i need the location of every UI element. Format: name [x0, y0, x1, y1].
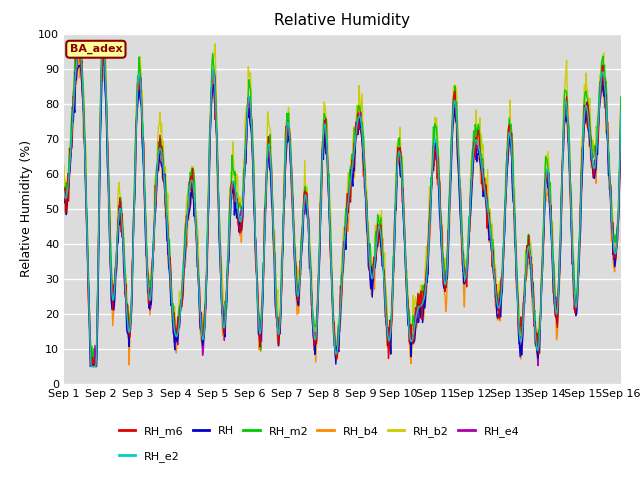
- Title: Relative Humidity: Relative Humidity: [275, 13, 410, 28]
- Text: BA_adex: BA_adex: [70, 44, 122, 54]
- Y-axis label: Relative Humidity (%): Relative Humidity (%): [20, 140, 33, 277]
- Legend: RH_e2: RH_e2: [114, 446, 184, 466]
